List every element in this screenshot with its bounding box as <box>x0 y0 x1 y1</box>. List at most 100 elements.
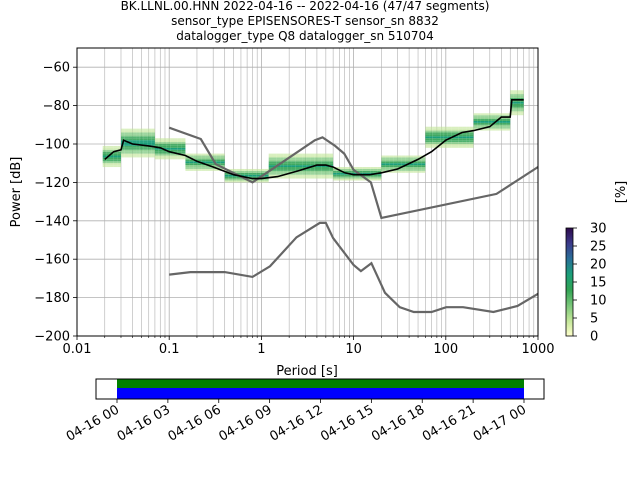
psd-cell <box>291 161 296 164</box>
psd-cell <box>510 109 514 112</box>
psd-cell <box>166 145 171 148</box>
y-tick-label: −120 <box>34 176 70 191</box>
psd-cell <box>268 161 273 164</box>
psd-cell <box>302 172 307 175</box>
psd-cell <box>469 128 474 131</box>
psd-cell <box>158 138 163 141</box>
psd-cell <box>139 128 144 131</box>
psd-cell <box>425 130 430 133</box>
psd-cell <box>102 163 107 166</box>
psd-cell <box>177 157 182 160</box>
psd-cell <box>317 163 322 166</box>
x-axis-ticks: 0.01 0.1 1 10 100 1000 <box>63 336 555 357</box>
psd-cell <box>314 155 318 158</box>
psd-cell <box>417 167 422 169</box>
psd-cell <box>302 159 307 162</box>
psd-cell <box>385 167 390 169</box>
psd-cell <box>151 138 155 141</box>
x-tick-label: 100 <box>433 342 458 357</box>
psd-cell <box>228 178 233 181</box>
psd-cell <box>502 126 507 129</box>
psd-cell <box>106 145 111 148</box>
psd-cell <box>443 126 448 129</box>
psd-cell <box>366 172 371 175</box>
psd-cell <box>132 147 137 150</box>
psd-cell <box>506 113 511 116</box>
psd-cell <box>443 134 448 137</box>
psd-cell <box>510 94 514 96</box>
psd-cell <box>405 165 410 168</box>
psd-cell <box>295 172 300 175</box>
psd-cell <box>128 149 133 152</box>
psd-cell <box>151 151 155 154</box>
psd-cell <box>401 161 406 164</box>
psd-cell <box>248 168 253 171</box>
psd-cell <box>381 157 386 160</box>
psd-cell <box>158 142 163 144</box>
psd-cell <box>310 157 315 160</box>
psd-cell <box>317 174 322 177</box>
psd-cell <box>362 172 367 175</box>
psd-cell <box>136 136 140 139</box>
psd-cell <box>302 167 307 169</box>
psd-cell <box>317 165 322 168</box>
psd-cell <box>373 178 378 181</box>
high-noise-model <box>168 126 539 220</box>
psd-cell <box>355 176 360 179</box>
psd-cell <box>340 172 345 175</box>
colorbar-bar <box>565 227 574 337</box>
psd-cell <box>280 157 284 160</box>
psd-cell <box>283 174 288 177</box>
psd-cell <box>506 119 511 121</box>
psd-cell <box>306 153 311 156</box>
psd-cell <box>173 153 178 156</box>
psd-cell <box>310 153 315 156</box>
psd-cell <box>189 167 194 169</box>
psd-cell <box>477 124 481 127</box>
psd-cell <box>139 142 144 144</box>
psd-cell <box>314 153 318 156</box>
psd-cell <box>473 120 478 123</box>
psd-cell <box>177 155 182 158</box>
psd-cell <box>329 163 334 166</box>
psd-cell <box>124 136 129 139</box>
psd-cell <box>248 174 253 177</box>
psd-cell <box>520 103 524 106</box>
psd-cell <box>276 155 281 158</box>
psd-cell <box>513 94 517 96</box>
psd-cell <box>193 167 198 169</box>
psd-cell <box>458 126 463 129</box>
psd-cell <box>317 167 322 169</box>
psd-cell <box>417 161 422 164</box>
psd-cell <box>124 138 129 141</box>
psd-cell <box>173 142 178 144</box>
psd-cell <box>510 90 514 93</box>
psd-cell <box>355 168 360 171</box>
psd-cell <box>173 140 178 143</box>
psd-cell <box>495 113 500 116</box>
psd-cell <box>276 176 281 179</box>
psd-cell <box>306 163 311 166</box>
psd-cell <box>189 168 194 171</box>
psd-cell <box>201 155 206 158</box>
psd-cell <box>421 157 426 160</box>
psd-cell <box>409 165 414 168</box>
psd-cell <box>228 180 233 183</box>
psd-cell <box>291 174 296 177</box>
psd-cell <box>462 128 467 131</box>
psd-cell <box>385 159 390 162</box>
psd-cell <box>185 161 190 164</box>
psd-cell <box>469 142 474 144</box>
psd-cell <box>110 147 114 150</box>
psd-cell <box>462 142 467 144</box>
psd-cell <box>173 155 178 158</box>
psd-cell <box>177 147 182 150</box>
psd-cell <box>291 163 296 166</box>
psd-cell <box>287 170 292 173</box>
psd-cell <box>385 163 390 166</box>
psd-cell <box>329 157 334 160</box>
psd-cell <box>443 132 448 135</box>
psd-cell <box>268 174 273 177</box>
psd-cell <box>170 155 174 158</box>
